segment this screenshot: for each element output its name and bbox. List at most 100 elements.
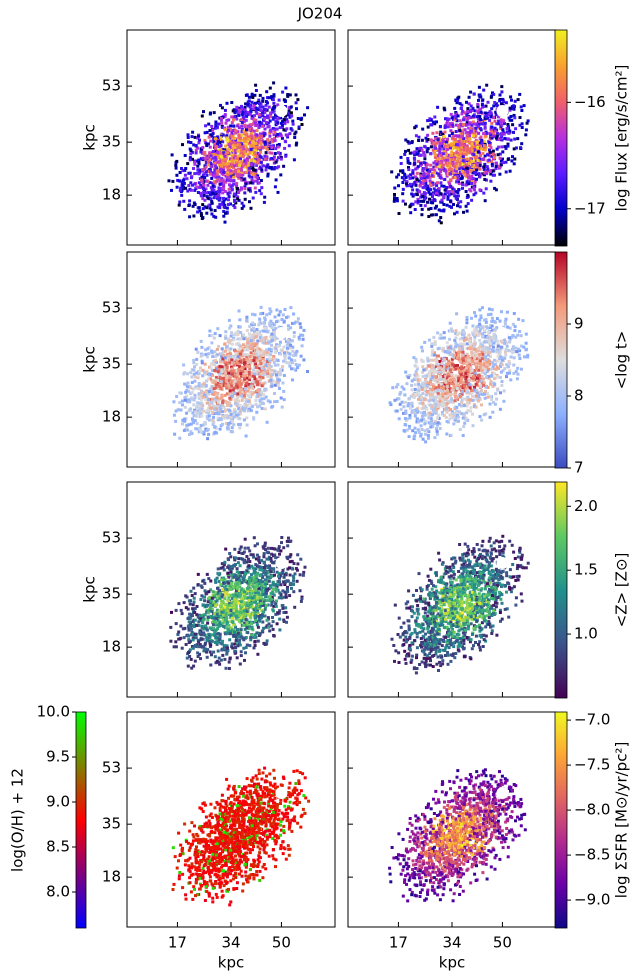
map-pixel	[214, 137, 217, 140]
map-pixel	[424, 204, 427, 207]
map-pixel	[253, 169, 256, 172]
map-pixel	[219, 183, 222, 186]
map-pixel	[439, 125, 442, 128]
map-pixel	[238, 426, 241, 429]
map-pixel	[291, 129, 294, 132]
map-pixel	[402, 405, 405, 408]
map-pixel	[295, 93, 298, 96]
map-pixel	[490, 398, 493, 401]
map-pixel	[183, 208, 186, 211]
map-pixel	[259, 155, 262, 158]
map-pixel	[279, 341, 282, 344]
map-pixel	[214, 124, 217, 127]
map-panel	[168, 81, 310, 223]
map-pixel	[413, 157, 416, 160]
map-pixel	[191, 411, 194, 414]
map-pixel	[268, 324, 271, 327]
map-pixel	[492, 170, 495, 173]
map-pixel	[479, 93, 482, 96]
map-pixel	[207, 197, 210, 200]
map-pixel	[444, 144, 447, 147]
map-pixel	[500, 121, 503, 124]
map-pixel	[420, 177, 423, 180]
map-pixel	[425, 179, 428, 182]
map-pixel	[228, 195, 231, 198]
map-pixel	[273, 392, 276, 395]
map-pixel	[243, 353, 246, 356]
map-pixel	[289, 306, 292, 309]
map-pixel	[474, 171, 477, 174]
map-pixel	[228, 397, 231, 400]
map-pixel	[248, 152, 251, 155]
map-pixel	[200, 340, 203, 343]
map-pixel	[252, 333, 255, 336]
map-pixel	[452, 158, 455, 161]
map-pixel	[449, 185, 452, 188]
map-pixel	[214, 332, 217, 335]
map-pixel	[274, 131, 277, 134]
map-pixel	[198, 172, 201, 175]
map-pixel	[195, 415, 198, 418]
map-pixel	[238, 111, 241, 114]
map-pixel	[291, 350, 294, 353]
map-pixel	[196, 422, 199, 425]
map-pixel	[203, 176, 206, 179]
map-pixel	[240, 105, 243, 108]
map-pixel	[198, 410, 201, 413]
map-pixel	[255, 89, 258, 92]
map-pixel	[487, 313, 490, 316]
map-pixel	[217, 140, 220, 143]
map-pixel	[233, 408, 236, 411]
map-pixel	[522, 319, 525, 322]
map-pixel	[414, 168, 417, 171]
map-pixel	[227, 198, 230, 201]
map-pixel	[221, 347, 224, 350]
map-pixel	[493, 156, 496, 159]
y-tick-label: 53	[102, 77, 121, 95]
map-pixel	[210, 165, 213, 168]
map-pixel	[290, 115, 293, 118]
map-pixel	[439, 181, 442, 184]
map-pixel	[442, 135, 445, 138]
map-pixel	[180, 167, 183, 170]
map-pixel	[397, 397, 400, 400]
map-pixel	[418, 190, 421, 193]
map-pixel	[457, 157, 460, 160]
map-pixel	[431, 342, 434, 345]
map-pixel	[429, 164, 432, 167]
map-pixel	[230, 373, 233, 376]
map-pixel	[421, 149, 424, 152]
map-pixel	[257, 158, 260, 161]
map-pixel	[266, 375, 269, 378]
map-pixel	[243, 337, 246, 340]
map-panel	[390, 84, 529, 225]
map-pixel	[211, 129, 214, 132]
map-pixel	[235, 399, 238, 402]
map-pixel	[437, 138, 440, 141]
map-pixel	[289, 93, 292, 96]
map-pixel	[189, 386, 192, 389]
map-pixel	[518, 93, 521, 96]
map-pixel	[397, 184, 400, 187]
map-pixel	[481, 106, 484, 109]
map-pixel	[513, 138, 516, 141]
map-pixel	[249, 144, 252, 147]
map-pixel	[300, 355, 303, 358]
map-pixel	[198, 370, 201, 373]
map-pixel	[251, 372, 254, 375]
map-pixel	[466, 180, 469, 183]
map-pixel	[174, 164, 177, 167]
map-pixel	[281, 91, 284, 94]
map-pixel	[293, 331, 296, 334]
map-pixel	[255, 411, 258, 414]
map-pixel	[248, 174, 251, 177]
map-pixel	[419, 184, 422, 187]
map-pixel	[288, 132, 291, 135]
map-pixel	[274, 384, 277, 387]
map-pixel	[193, 365, 196, 368]
map-pixel	[428, 198, 431, 201]
map-pixel	[286, 347, 289, 350]
map-pixel	[212, 393, 215, 396]
map-pixel	[523, 104, 526, 107]
map-pixel	[207, 393, 210, 396]
